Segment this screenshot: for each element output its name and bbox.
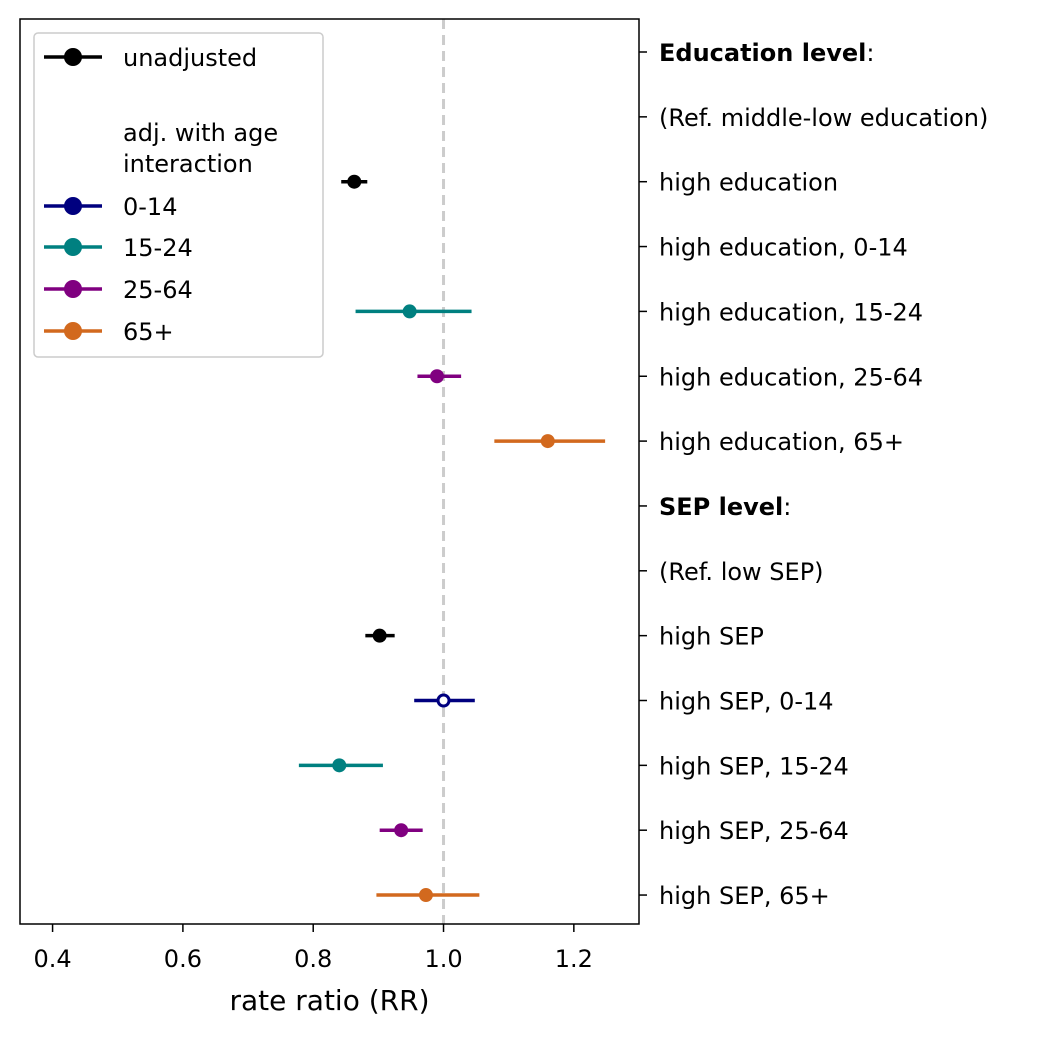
legend-label: 0-14 xyxy=(123,193,177,221)
row-label: high SEP, 25-64 xyxy=(659,817,849,845)
x-tick-label: 0.8 xyxy=(294,945,332,973)
x-tick-label: 0.6 xyxy=(164,945,202,973)
point-estimate xyxy=(436,693,451,708)
y-axis-right: Education level: (Ref. middle-low educati… xyxy=(639,39,988,910)
legend-label: adj. with age interaction xyxy=(123,119,278,178)
row-label: SEP level: xyxy=(659,493,791,521)
row-label: high education, 25-64 xyxy=(659,363,923,391)
point-estimate xyxy=(430,369,445,384)
legend-marker xyxy=(64,238,82,256)
row-label: high SEP, 15-24 xyxy=(659,752,849,780)
row-label: (Ref. low SEP) xyxy=(659,558,824,586)
legend-box xyxy=(33,32,324,358)
row-label: high education, 0-14 xyxy=(659,234,908,262)
point-estimate xyxy=(394,823,409,838)
x-axis-label: rate ratio (RR) xyxy=(230,984,430,1017)
point-estimate xyxy=(418,888,433,903)
point-estimate xyxy=(332,758,347,773)
legend-marker xyxy=(64,280,82,298)
legend-marker xyxy=(64,322,82,340)
legend-marker xyxy=(64,197,82,215)
legend-label: 15-24 xyxy=(123,234,193,262)
row-label: high SEP, 65+ xyxy=(659,882,830,910)
legend-label: 65+ xyxy=(123,318,174,346)
x-tick-label: 0.4 xyxy=(33,945,71,973)
x-axis: 0.4 0.6 0.8 1.0 1.2 xyxy=(33,924,593,973)
legend-marker xyxy=(64,48,82,66)
point-estimate xyxy=(347,174,362,189)
x-tick-label: 1.0 xyxy=(424,945,462,973)
row-label: (Ref. middle-low education) xyxy=(659,104,988,132)
x-tick-label: 1.2 xyxy=(555,945,593,973)
row-label: high education, 65+ xyxy=(659,428,904,456)
point-estimate xyxy=(402,304,417,319)
legend-label: 25-64 xyxy=(123,276,193,304)
point-estimate xyxy=(372,628,387,643)
row-label: high SEP, 0-14 xyxy=(659,688,834,716)
legend-label: unadjusted xyxy=(123,44,257,72)
row-label: high SEP xyxy=(659,623,764,651)
plot-frame xyxy=(19,18,640,925)
row-label: Education level: xyxy=(659,39,874,67)
row-label: high education, 15-24 xyxy=(659,298,923,326)
marks-layer xyxy=(298,174,606,903)
point-estimate xyxy=(540,434,555,449)
row-label: high education xyxy=(659,169,838,197)
legend: unadjusted adj. with age interaction 0-14 15… xyxy=(33,32,324,358)
